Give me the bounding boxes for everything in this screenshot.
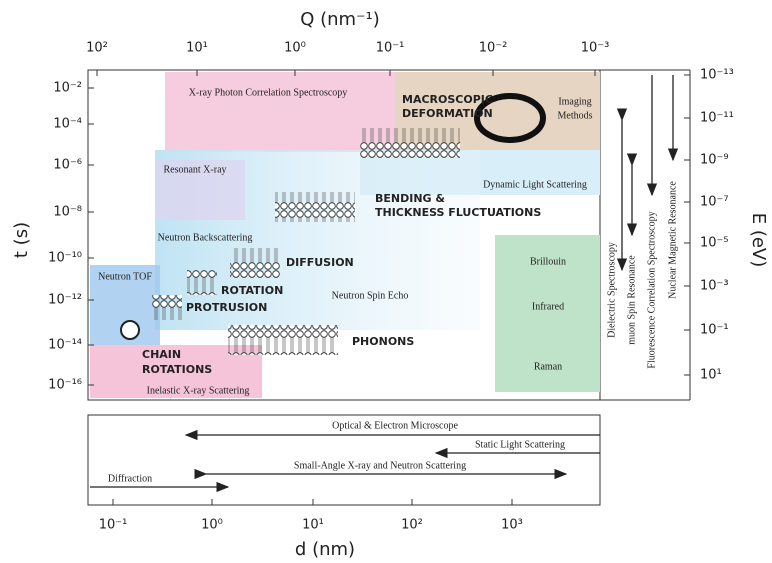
e-tick-label: 10⁻¹³: [700, 68, 734, 83]
d-axis-title: d (nm): [295, 539, 355, 560]
e-tick-label: 10⁻⁷: [700, 195, 729, 210]
technique-label: Dielectric Spectroscopy: [606, 242, 617, 338]
e-tick-label: 10⁻¹¹: [700, 111, 734, 126]
membrane: [275, 192, 355, 222]
region-label: Dynamic Light Scattering: [483, 179, 587, 190]
t-tick-label: 10⁻⁸: [53, 205, 82, 220]
region-label: Methods: [558, 110, 593, 121]
e-axis-title: E (eV): [748, 213, 769, 268]
process-label: PHONONS: [352, 335, 414, 348]
q-tick-label: 10⁰: [284, 41, 306, 56]
e-tick-label: 10⁻³: [700, 279, 729, 294]
q-tick-label: 10²: [86, 41, 108, 56]
region-label: Neutron Backscattering: [158, 232, 253, 243]
process-label: ROTATIONS: [142, 363, 212, 376]
technique-label: Small-Angle X-ray and Neutron Scattering: [294, 460, 466, 471]
region-label: Raman: [534, 361, 562, 372]
t-tick-label: 10⁻⁴: [53, 117, 82, 132]
process-label: DIFFUSION: [286, 256, 354, 269]
t-tick-label: 10⁻⁶: [53, 158, 82, 173]
process-label: CHAIN: [142, 348, 181, 361]
q-axis-title: Q (nm⁻¹): [300, 9, 380, 30]
membrane: [152, 295, 182, 320]
q-tick-label: 10⁻¹: [376, 41, 405, 56]
d-tick-label: 10⁰: [201, 518, 223, 533]
d-tick-label: 10²: [401, 518, 423, 533]
membrane: [230, 248, 280, 278]
region-label: Neutron Spin Echo: [332, 290, 409, 301]
q-tick-label: 10⁻²: [479, 41, 508, 56]
process-label: PROTRUSION: [186, 301, 267, 314]
diagram: Q (nm⁻¹) t (s) E (eV) d (nm) X-ray Photo…: [0, 0, 772, 563]
membrane: [187, 270, 217, 295]
region-label: X-ray Photon Correlation Spectroscopy: [189, 87, 348, 98]
e-tick-label: 10⁻¹: [700, 323, 729, 338]
e-tick-label: 10⁻⁵: [700, 236, 729, 251]
technique-label: Optical & Electron Microscope: [332, 420, 458, 431]
d-tick-label: 10⁻¹: [99, 518, 128, 533]
region-label: Imaging: [558, 96, 591, 107]
e-tick-label: 10⁻⁹: [700, 153, 729, 168]
t-axis-title: t (s): [11, 222, 32, 258]
technique-label: Diffraction: [108, 473, 152, 484]
t-tick-label: 10⁻²: [53, 81, 82, 96]
membrane: [360, 128, 460, 158]
technique-label: muon Spin Resonance: [626, 255, 637, 345]
technique-label: Nuclear Magnetic Resonance: [667, 181, 678, 299]
t-tick-label: 10⁻¹⁰: [48, 251, 82, 266]
process-label: MACROSCOPIC: [402, 93, 493, 106]
t-tick-label: 10⁻¹⁴: [48, 338, 82, 353]
lipid-head: [121, 321, 139, 339]
t-tick-label: 10⁻¹⁶: [48, 378, 82, 393]
region-label: Infrared: [532, 301, 564, 312]
process-label: THICKNESS FLUCTUATIONS: [375, 206, 541, 219]
region-label: Inelastic X-ray Scattering: [147, 385, 250, 396]
q-tick-label: 10¹: [186, 41, 208, 56]
process-label: BENDING &: [375, 192, 445, 205]
region-label: Resonant X-ray: [163, 164, 226, 175]
e-tick-label: 10¹: [700, 368, 722, 383]
region-label: Brillouin: [530, 256, 566, 267]
t-tick-label: 10⁻¹²: [48, 293, 82, 308]
technique-label: Fluorescence Correlation Spectroscopy: [646, 211, 657, 368]
membrane: [228, 325, 338, 355]
q-tick-label: 10⁻³: [581, 41, 610, 56]
region-label: Neutron TOF: [98, 271, 152, 282]
process-label: ROTATION: [221, 284, 283, 297]
process-label: DEFORMATION: [402, 107, 493, 120]
d-tick-label: 10¹: [302, 518, 324, 533]
d-tick-label: 10³: [501, 518, 523, 533]
technique-label: Static Light Scattering: [475, 439, 565, 450]
